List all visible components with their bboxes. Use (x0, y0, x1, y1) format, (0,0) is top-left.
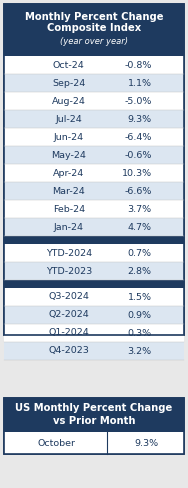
Bar (4, 324, 184, 342)
Bar (4, 92, 184, 110)
Text: US Monthly Percent Change: US Monthly Percent Change (15, 403, 173, 413)
Text: 2.8%: 2.8% (128, 266, 152, 276)
Text: -0.6%: -0.6% (124, 150, 152, 160)
Text: Q3-2024: Q3-2024 (48, 292, 89, 302)
Text: -0.8%: -0.8% (124, 61, 152, 69)
Text: Mar-24: Mar-24 (52, 186, 85, 196)
Text: -6.6%: -6.6% (124, 186, 152, 196)
Bar (4, 236, 184, 244)
Bar (4, 128, 184, 146)
Text: 3.2%: 3.2% (127, 346, 152, 355)
Bar (4, 4, 184, 335)
Text: Oct-24: Oct-24 (53, 61, 85, 69)
Text: May-24: May-24 (51, 150, 86, 160)
Bar (4, 398, 184, 454)
Text: -5.0%: -5.0% (124, 97, 152, 105)
Text: 9.3%: 9.3% (127, 115, 152, 123)
Bar (4, 244, 184, 262)
Text: YTD-2023: YTD-2023 (46, 266, 92, 276)
Text: -6.4%: -6.4% (124, 133, 152, 142)
Text: (year over year): (year over year) (60, 37, 128, 45)
Bar (4, 342, 184, 360)
Bar (4, 56, 184, 74)
Text: Feb-24: Feb-24 (53, 204, 85, 214)
Text: 4.7%: 4.7% (128, 223, 152, 231)
Text: Sep-24: Sep-24 (52, 79, 85, 87)
Bar (4, 280, 184, 288)
Bar (4, 200, 184, 218)
Text: vs Prior Month: vs Prior Month (53, 416, 135, 426)
Text: Apr-24: Apr-24 (53, 168, 84, 178)
Text: Q4-2023: Q4-2023 (48, 346, 89, 355)
Text: Aug-24: Aug-24 (52, 97, 86, 105)
Text: 9.3%: 9.3% (134, 439, 158, 447)
Bar (4, 398, 184, 432)
Bar (4, 182, 184, 200)
Text: Jun-24: Jun-24 (54, 133, 84, 142)
Text: 0.9%: 0.9% (128, 310, 152, 320)
Bar (4, 4, 184, 56)
Bar (4, 288, 184, 306)
Text: Jul-24: Jul-24 (55, 115, 82, 123)
Text: Composite Index: Composite Index (47, 23, 141, 33)
Bar (4, 306, 184, 324)
Text: 0.7%: 0.7% (128, 248, 152, 258)
Bar (4, 4, 184, 335)
Text: 10.3%: 10.3% (121, 168, 152, 178)
Text: 1.1%: 1.1% (128, 79, 152, 87)
Text: 3.7%: 3.7% (127, 204, 152, 214)
Text: Monthly Percent Change: Monthly Percent Change (25, 12, 163, 22)
Text: Jan-24: Jan-24 (54, 223, 84, 231)
Bar (4, 432, 184, 454)
Bar (4, 262, 184, 280)
Text: 1.5%: 1.5% (128, 292, 152, 302)
Text: October: October (37, 439, 75, 447)
Bar (4, 74, 184, 92)
Bar (4, 146, 184, 164)
Text: YTD-2024: YTD-2024 (46, 248, 92, 258)
Text: 0.3%: 0.3% (127, 328, 152, 338)
Bar (4, 218, 184, 236)
Bar (4, 398, 184, 454)
Bar (4, 110, 184, 128)
Text: Q1-2024: Q1-2024 (49, 328, 89, 338)
Bar (4, 164, 184, 182)
Text: Q2-2024: Q2-2024 (49, 310, 89, 320)
